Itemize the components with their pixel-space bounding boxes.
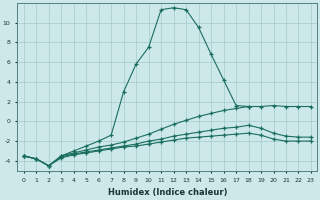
X-axis label: Humidex (Indice chaleur): Humidex (Indice chaleur)	[108, 188, 227, 197]
